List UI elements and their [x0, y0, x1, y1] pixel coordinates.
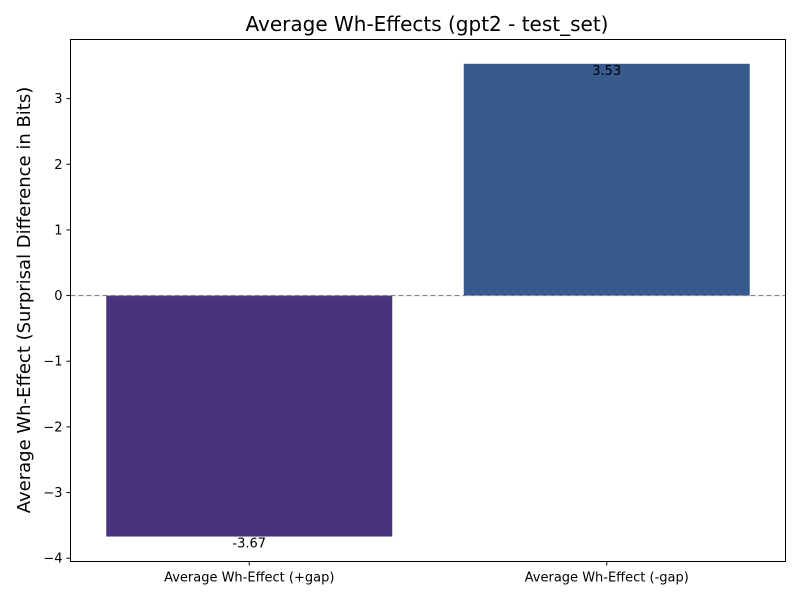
- y-tick-label-8: 3: [54, 92, 62, 107]
- y-tick-label-5: 0: [54, 289, 62, 304]
- y-tick-label-1: −4: [43, 552, 62, 567]
- plot-frame: [70, 39, 786, 562]
- chart-title: Average Wh-Effects (gpt2 - test_set): [246, 12, 609, 36]
- y-tick-label-6: 1: [54, 223, 62, 238]
- x-axis-ticks: Average Wh-Effect (+gap) Average Wh-Effec…: [164, 561, 689, 586]
- x-tick-label-1: Average Wh-Effect (+gap): [164, 571, 334, 586]
- y-axis-title: Average Wh-Effect (Surprisal Difference …: [14, 87, 35, 514]
- data-labels-layer: -3.67 3.53: [232, 64, 621, 552]
- bar-value-label-2: 3.53: [592, 64, 621, 79]
- bar-1: [106, 295, 393, 537]
- bar-2: [463, 63, 750, 296]
- y-tick-label-3: −2: [43, 420, 62, 435]
- y-tick-label-4: −1: [43, 355, 62, 370]
- y-axis-ticks: −4 −3 −2 −1 0 1 2 3: [43, 92, 71, 567]
- x-tick-label-2: Average Wh-Effect (-gap): [525, 571, 689, 586]
- y-tick-label-2: −3: [43, 486, 62, 501]
- bars-layer: [106, 63, 750, 537]
- y-tick-label-7: 2: [54, 158, 62, 173]
- bar-value-label-1: -3.67: [232, 537, 266, 552]
